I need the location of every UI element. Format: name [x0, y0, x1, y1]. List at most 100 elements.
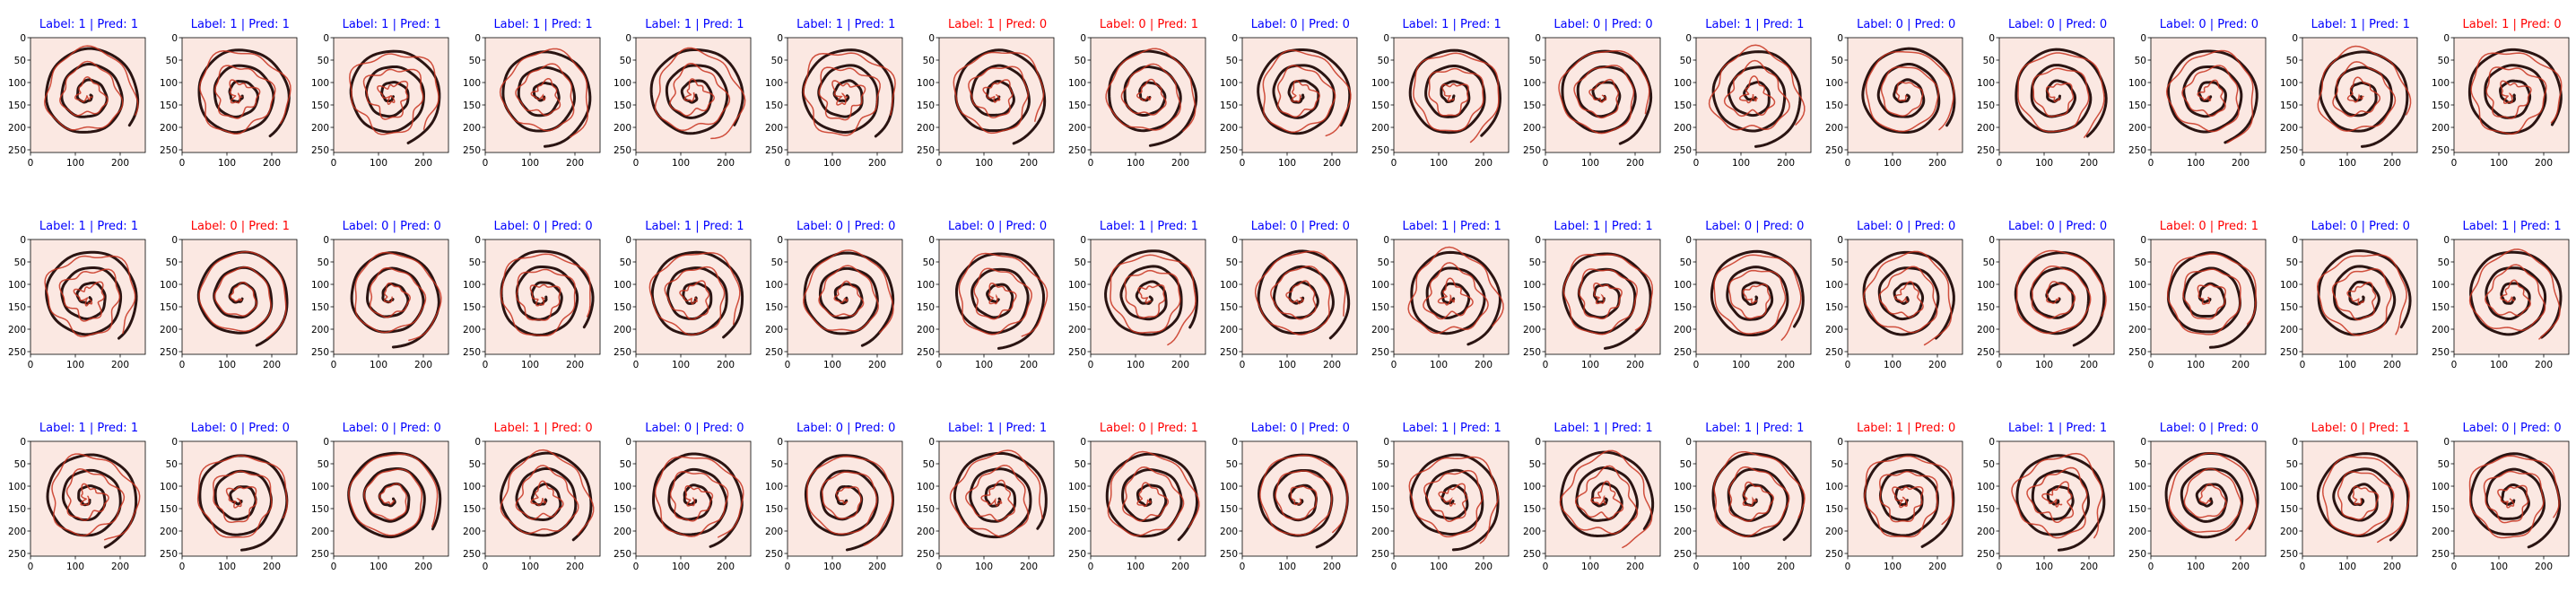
spiral-image-plot: 0 100 200 0 50 100 150 200 250	[1977, 437, 2115, 572]
template-spiral	[649, 48, 745, 135]
spiral-image-plot: 0 100 200 0 50 100 150 200 250	[1825, 33, 1963, 169]
y-tick-label: 100	[8, 280, 26, 291]
x-tick-label: 100	[823, 158, 841, 169]
spiral-image-plot: 0 100 200 0 50 100 150 200 250	[2280, 33, 2418, 169]
x-tick-label: 0	[1542, 360, 1548, 370]
axes-frame	[1545, 37, 1660, 153]
x-tick-label: 0	[1088, 158, 1094, 169]
y-tick-label: 100	[1068, 482, 1086, 492]
x-tick-label: 0	[1845, 562, 1851, 572]
axes-frame	[30, 239, 146, 355]
y-tick-label: 100	[160, 482, 178, 492]
y-tick-label: 50	[317, 56, 328, 66]
y-tick-label: 100	[463, 280, 481, 291]
y-tick-label: 150	[2280, 504, 2298, 515]
subplot: Label: 1 | Pred: 1 0 100 200 0 50 100 150 200 250	[2272, 18, 2421, 197]
y-tick-label: 150	[1522, 302, 1540, 313]
y-tick-label: 0	[171, 437, 178, 448]
x-tick-label: 100	[521, 158, 539, 169]
x-tick-label: 0	[1997, 158, 2003, 169]
axes-frame	[1393, 37, 1510, 153]
subplot: Label: 0 | Pred: 0 0 100 200 0 50 100 150 200 250	[2272, 220, 2421, 399]
y-tick-label: 0	[1989, 437, 1995, 448]
spiral-image-plot: 0 100 200 0 50 100 150 200 250	[765, 437, 903, 572]
drawn-spiral	[803, 249, 894, 334]
x-tick-label: 200	[1171, 158, 1189, 169]
axes-frame	[787, 37, 903, 153]
subplot: Label: 1 | Pred: 1 0 100 200 0 50 100 150 200 250	[1363, 220, 1512, 399]
x-tick-label: 100	[1732, 562, 1750, 572]
y-tick-label: 150	[160, 504, 178, 515]
y-tick-label: 0	[474, 437, 481, 448]
subplot: Label: 1 | Pred: 1 0 100 200 0 50 100 150 200 250	[1515, 422, 1664, 601]
subplot-title: Label: 1 | Pred: 1	[2462, 220, 2562, 233]
axes-frame	[635, 239, 752, 355]
x-tick-label: 200	[2535, 158, 2553, 169]
y-tick-label: 250	[1068, 347, 1086, 358]
y-tick-label: 150	[614, 504, 631, 515]
y-tick-label: 150	[1068, 100, 1086, 111]
axes-frame	[2453, 440, 2569, 557]
y-tick-label: 0	[323, 235, 329, 246]
y-tick-label: 50	[1377, 56, 1388, 66]
y-tick-label: 150	[1825, 504, 1843, 515]
axes-frame	[333, 239, 449, 355]
drawn-spiral	[2165, 49, 2254, 144]
y-tick-label: 200	[1674, 123, 1692, 134]
y-tick-label: 50	[2285, 257, 2297, 268]
drawn-spiral	[1559, 449, 1652, 549]
y-tick-label: 0	[778, 235, 784, 246]
x-tick-label: 100	[975, 562, 993, 572]
subplot-title: Label: 0 | Pred: 0	[947, 220, 1048, 233]
x-tick-label: 200	[566, 158, 584, 169]
drawn-spiral	[500, 449, 594, 536]
y-tick-label: 200	[2128, 527, 2146, 537]
y-tick-label: 50	[1832, 459, 1843, 470]
x-tick-label: 200	[868, 360, 886, 370]
x-tick-label: 100	[672, 360, 690, 370]
x-tick-label: 100	[2338, 158, 2356, 169]
image-background	[181, 240, 297, 354]
y-tick-label: 50	[923, 459, 935, 470]
y-tick-label: 100	[1674, 280, 1692, 291]
axes-frame	[181, 37, 298, 153]
axes-frame	[1695, 440, 1812, 557]
subplot-title: Label: 1 | Pred: 1	[1705, 422, 1805, 435]
x-tick-label: 0	[330, 158, 336, 169]
x-tick-label: 0	[1239, 158, 1245, 169]
subplot: Label: 0 | Pred: 0 0 100 200 0 50 100 150 200 250	[303, 422, 452, 601]
y-tick-label: 250	[917, 549, 935, 560]
y-tick-label: 0	[1231, 437, 1238, 448]
x-tick-label: 200	[868, 562, 886, 572]
y-tick-label: 50	[14, 459, 26, 470]
y-tick-label: 150	[2432, 100, 2450, 111]
y-tick-label: 250	[1220, 347, 1238, 358]
image-background	[2302, 441, 2417, 556]
y-tick-label: 100	[614, 78, 631, 89]
spiral-image-plot: 0 100 200 0 50 100 150 200 250	[917, 437, 1055, 572]
subplot-title: Label: 0 | Pred: 0	[1705, 220, 1805, 233]
drawn-spiral	[2321, 456, 2410, 544]
x-tick-label: 200	[2383, 158, 2401, 169]
y-tick-label: 50	[2135, 459, 2146, 470]
spiral-image-plot: 0 100 200 0 50 100 150 200 250	[1825, 235, 1963, 370]
subplot-title: Label: 0 | Pred: 0	[2311, 220, 2410, 233]
x-tick-label: 100	[2338, 562, 2356, 572]
y-tick-label: 100	[1825, 482, 1843, 492]
subplot: Label: 1 | Pred: 1 0 100 200 0 50 100 150 200 250	[1060, 220, 1209, 399]
axes-frame	[181, 239, 298, 355]
axes-frame	[1090, 239, 1206, 355]
y-tick-label: 250	[1220, 549, 1238, 560]
y-tick-label: 200	[614, 527, 631, 537]
y-tick-label: 250	[8, 347, 26, 358]
y-tick-label: 200	[463, 123, 481, 134]
axes-frame	[635, 37, 752, 153]
x-tick-label: 0	[785, 158, 791, 169]
subplot: Label: 0 | Pred: 0 0 100 200 0 50 100 150 200 250	[757, 422, 906, 601]
y-tick-label: 100	[160, 280, 178, 291]
y-tick-label: 200	[1825, 527, 1843, 537]
y-tick-label: 50	[1680, 257, 1692, 268]
y-tick-label: 200	[917, 325, 935, 335]
x-tick-label: 200	[1323, 360, 1341, 370]
y-tick-label: 200	[1068, 325, 1086, 335]
